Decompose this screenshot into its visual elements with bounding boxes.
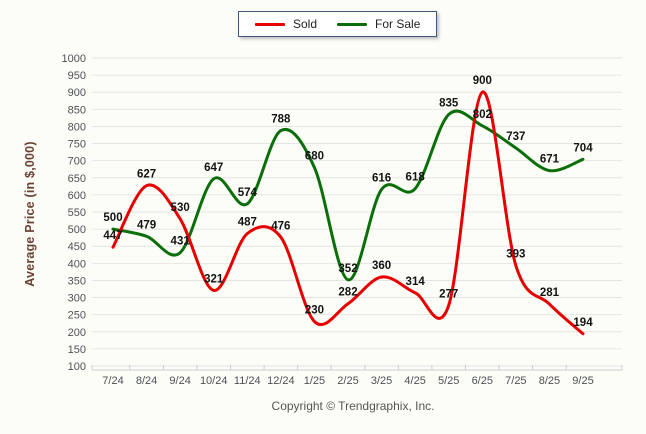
y-axis-tick-label: 500 <box>68 224 86 236</box>
y-axis-tick-label: 400 <box>68 258 86 270</box>
x-axis-tick-label: 7/25 <box>505 375 526 387</box>
data-label-for-sale: 671 <box>540 154 560 166</box>
data-label-for-sale: 574 <box>238 187 258 199</box>
data-label-for-sale: 704 <box>573 142 593 154</box>
legend-item-sold: Sold <box>255 17 317 31</box>
y-axis-tick-label: 900 <box>68 87 86 99</box>
x-axis-tick-label: 5/25 <box>438 375 459 387</box>
x-axis-tick-label: 12/24 <box>267 375 295 387</box>
y-axis-tick-label: 600 <box>68 190 86 202</box>
legend-label-for-sale: For Sale <box>375 17 421 31</box>
y-axis-tick-label: 1000 <box>62 53 86 65</box>
legend-item-for-sale: For Sale <box>337 17 420 31</box>
data-label-sold: 900 <box>473 75 492 87</box>
y-axis-tick-label: 650 <box>68 173 86 185</box>
x-axis-tick-label: 7/24 <box>102 375 123 387</box>
for-sale-line-swatch <box>337 22 368 26</box>
x-axis-tick-label: 9/24 <box>169 375 190 387</box>
data-label-for-sale: 647 <box>204 162 223 174</box>
data-label-sold: 282 <box>338 287 357 299</box>
data-label-sold: 360 <box>372 260 391 272</box>
data-label-sold: 627 <box>137 169 156 181</box>
chart-legend: Sold For Sale <box>238 11 438 37</box>
data-label-sold: 476 <box>271 220 290 232</box>
data-label-sold: 321 <box>204 273 224 285</box>
data-label-sold: 487 <box>238 217 257 229</box>
data-label-for-sale: 352 <box>338 263 357 275</box>
y-axis-tick-label: 300 <box>68 293 86 305</box>
y-axis-tick-label: 750 <box>68 139 86 151</box>
data-label-for-sale: 500 <box>103 212 122 224</box>
data-label-for-sale: 680 <box>305 151 324 163</box>
y-axis-tick-label: 250 <box>68 310 86 322</box>
data-label-sold: 194 <box>573 317 593 329</box>
series-path-sold <box>111 90 585 336</box>
data-label-for-sale: 737 <box>506 131 525 143</box>
data-label-for-sale: 479 <box>137 219 156 231</box>
data-label-for-sale: 431 <box>171 236 191 248</box>
data-label-sold: 393 <box>506 249 525 261</box>
x-axis-tick-label: 4/25 <box>404 375 425 387</box>
y-axis-tick-label: 550 <box>68 207 86 219</box>
data-label-for-sale: 616 <box>372 172 391 184</box>
data-label-sold: 281 <box>540 287 560 299</box>
y-axis-tick-label: 950 <box>68 70 86 82</box>
data-label-for-sale: 788 <box>271 114 291 126</box>
x-axis-tick-label: 10/24 <box>200 375 228 387</box>
legend-label-sold: Sold <box>293 17 318 31</box>
copyright-text: Copyright © Trendgraphix, Inc. <box>271 399 435 413</box>
x-axis-tick-label: 8/24 <box>136 375 157 387</box>
x-axis-tick-label: 2/25 <box>337 375 358 387</box>
data-label-for-sale: 802 <box>473 109 492 121</box>
y-axis-tick-label: 350 <box>68 275 86 287</box>
data-label-for-sale: 835 <box>439 97 459 109</box>
data-label-sold: 277 <box>439 288 458 300</box>
data-label-sold: 230 <box>305 305 324 317</box>
x-axis-tick-label: 1/25 <box>304 375 325 387</box>
x-axis-tick-label: 9/25 <box>572 375 593 387</box>
y-axis-tick-label: 200 <box>68 327 86 339</box>
y-axis-tick-label: 700 <box>68 156 86 168</box>
x-axis-tick-label: 11/24 <box>234 375 261 387</box>
sold-line-swatch <box>255 22 285 26</box>
y-axis-tick-label: 450 <box>68 241 86 253</box>
x-axis-tick-label: 6/25 <box>472 375 493 387</box>
x-axis-tick-label: 8/25 <box>539 375 560 387</box>
data-label-sold: 447 <box>103 230 122 242</box>
y-axis-tick-label: 800 <box>68 121 86 133</box>
y-axis-tick-label: 100 <box>68 361 86 373</box>
data-label-for-sale: 618 <box>406 172 426 184</box>
y-axis-tick-label: 850 <box>68 104 86 116</box>
data-label-sold: 314 <box>406 276 426 288</box>
x-axis-tick-label: 3/25 <box>371 375 392 387</box>
y-axis-tick-label: 150 <box>68 344 86 356</box>
data-label-sold: 530 <box>171 202 190 214</box>
